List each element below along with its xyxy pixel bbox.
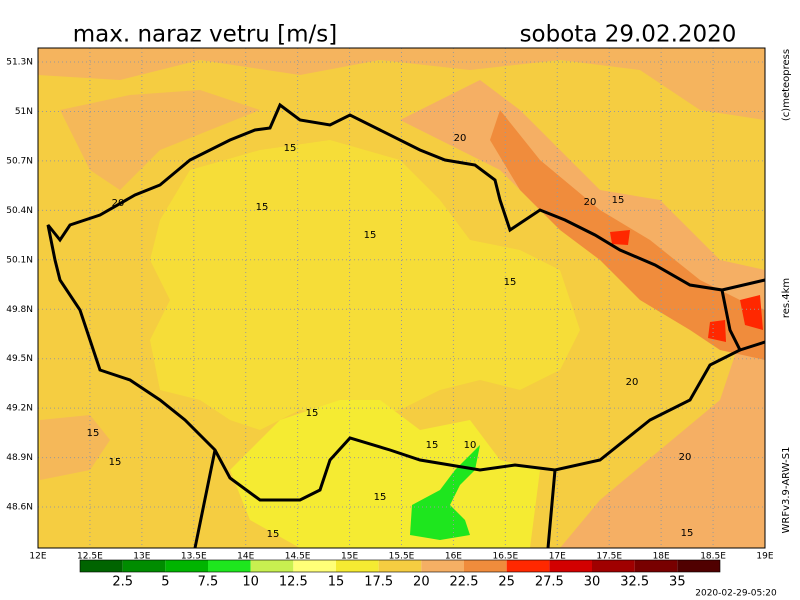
colorbar-label: 20 bbox=[413, 575, 430, 590]
lon-label: 12.5E bbox=[77, 552, 103, 562]
colorbar-label: 10 bbox=[242, 575, 259, 590]
field-15 bbox=[150, 140, 580, 430]
lon-label: 19E bbox=[756, 552, 773, 562]
colorbar-label: 17.5 bbox=[364, 575, 393, 590]
lon-label: 15E bbox=[341, 552, 358, 562]
field-20b bbox=[400, 80, 765, 548]
colorbar-swatch bbox=[250, 560, 294, 572]
map-frame bbox=[37, 47, 766, 549]
colorbar-swatch bbox=[293, 560, 336, 572]
lon-label: 17.5E bbox=[596, 552, 622, 562]
contour-label: 15 bbox=[612, 195, 625, 206]
field-20 bbox=[38, 48, 765, 120]
colorbar-label: 25 bbox=[498, 575, 515, 590]
contour-label: 20 bbox=[679, 452, 692, 463]
colorbar-swatch bbox=[378, 560, 422, 572]
lon-label: 16.5E bbox=[492, 552, 518, 562]
timestamp: 2020-02-29-05:20 bbox=[695, 589, 777, 599]
colorbar-swatch bbox=[80, 560, 123, 572]
field-10 bbox=[410, 445, 480, 540]
colorbar-frame bbox=[79, 559, 721, 573]
colorbar-swatch bbox=[677, 560, 720, 572]
colorbar-swatch bbox=[464, 560, 507, 572]
colorbar-swatch bbox=[549, 560, 592, 572]
contour-label: 15 bbox=[267, 529, 280, 540]
lon-label: 12E bbox=[29, 552, 46, 562]
lon-label: 13.5E bbox=[181, 552, 207, 562]
lon-label: 16E bbox=[445, 552, 462, 562]
contour-label: 20 bbox=[584, 197, 597, 208]
contour-label: 10 bbox=[464, 440, 477, 451]
resolution: res.4km bbox=[781, 278, 792, 318]
colorbar: 2.5 5 7.5 10 12.5 15 17.5 20 22.5 25 27.5 30 32.5 35 bbox=[79, 559, 721, 590]
lat-label: 49.2N bbox=[6, 404, 33, 414]
lat-label: 51N bbox=[15, 107, 33, 117]
lat-label: 49.5N bbox=[6, 354, 33, 364]
colorbar-label: 32.5 bbox=[620, 575, 649, 590]
colorbar-label: 5 bbox=[161, 575, 169, 590]
lon-label: 15.5E bbox=[389, 552, 415, 562]
colorbar-swatch bbox=[592, 560, 635, 572]
colorbar-swatch bbox=[506, 560, 550, 572]
lon-label: 18E bbox=[653, 552, 670, 562]
lat-label: 51.3N bbox=[6, 58, 33, 68]
lon-label: 17E bbox=[549, 552, 566, 562]
lat-label: 48.9N bbox=[6, 453, 33, 463]
colorbar-label: 27.5 bbox=[535, 575, 564, 590]
colorbar-label: 22.5 bbox=[450, 575, 479, 590]
lat-label: 50.4N bbox=[6, 206, 33, 216]
contour-label: 15 bbox=[374, 492, 387, 503]
contour-label: 15 bbox=[364, 230, 377, 241]
colorbar-label: 30 bbox=[584, 575, 601, 590]
contour-labels: 20 15 15 15 20 15 20 15 20 15 15 15 15 10 20 15 15 15 bbox=[87, 133, 694, 540]
contour-label: 20 bbox=[112, 198, 125, 209]
contour-label: 20 bbox=[454, 133, 467, 144]
colorbar-label: 35 bbox=[669, 575, 686, 590]
contour-label: 15 bbox=[87, 428, 100, 439]
lon-label: 18.5E bbox=[700, 552, 726, 562]
contour-label: 15 bbox=[426, 440, 439, 451]
colorbar-swatch bbox=[122, 560, 166, 572]
colorbar-label: 7.5 bbox=[198, 575, 219, 590]
field-15b bbox=[230, 400, 540, 548]
lon-label: 14E bbox=[237, 552, 254, 562]
colorbar-label: 15 bbox=[328, 575, 345, 590]
axis-labels: 51.3N 51N 50.7N 50.4N 50.1N 49.8N 49.5N 49.2N 48… bbox=[6, 58, 774, 562]
colorbar-label: 12.5 bbox=[279, 575, 308, 590]
lon-label: 13E bbox=[133, 552, 150, 562]
neighbor-border bbox=[193, 278, 766, 549]
lon-label: 14.5E bbox=[285, 552, 311, 562]
title: max. naraz vetru [m/s] bbox=[73, 22, 338, 48]
contour-label: 15 bbox=[681, 528, 694, 539]
copyright: (c)meteopress bbox=[781, 49, 792, 121]
colorbar-swatch bbox=[336, 560, 379, 572]
contour-label: 20 bbox=[626, 377, 639, 388]
contour-label: 15 bbox=[109, 457, 122, 468]
colorbar-swatch bbox=[421, 560, 464, 572]
field-25 bbox=[610, 230, 763, 342]
contour-label: 15 bbox=[306, 408, 319, 419]
date: sobota 29.02.2020 bbox=[520, 22, 737, 48]
colorbar-label: 2.5 bbox=[112, 575, 133, 590]
colorbar-swatch bbox=[634, 560, 678, 572]
colorbar-swatch bbox=[208, 560, 251, 572]
lat-label: 49.8N bbox=[6, 305, 33, 315]
lat-label: 50.1N bbox=[6, 255, 33, 265]
field-20c bbox=[40, 90, 260, 480]
colorbar-swatch bbox=[165, 560, 208, 572]
contour-label: 15 bbox=[504, 277, 517, 288]
lat-label: 50.7N bbox=[6, 156, 33, 166]
contour-label: 15 bbox=[284, 143, 297, 154]
model: WRFv3.9-ARW-S1 bbox=[781, 447, 792, 534]
contour-label: 15 bbox=[256, 202, 269, 213]
lat-label: 48.6N bbox=[6, 503, 33, 513]
